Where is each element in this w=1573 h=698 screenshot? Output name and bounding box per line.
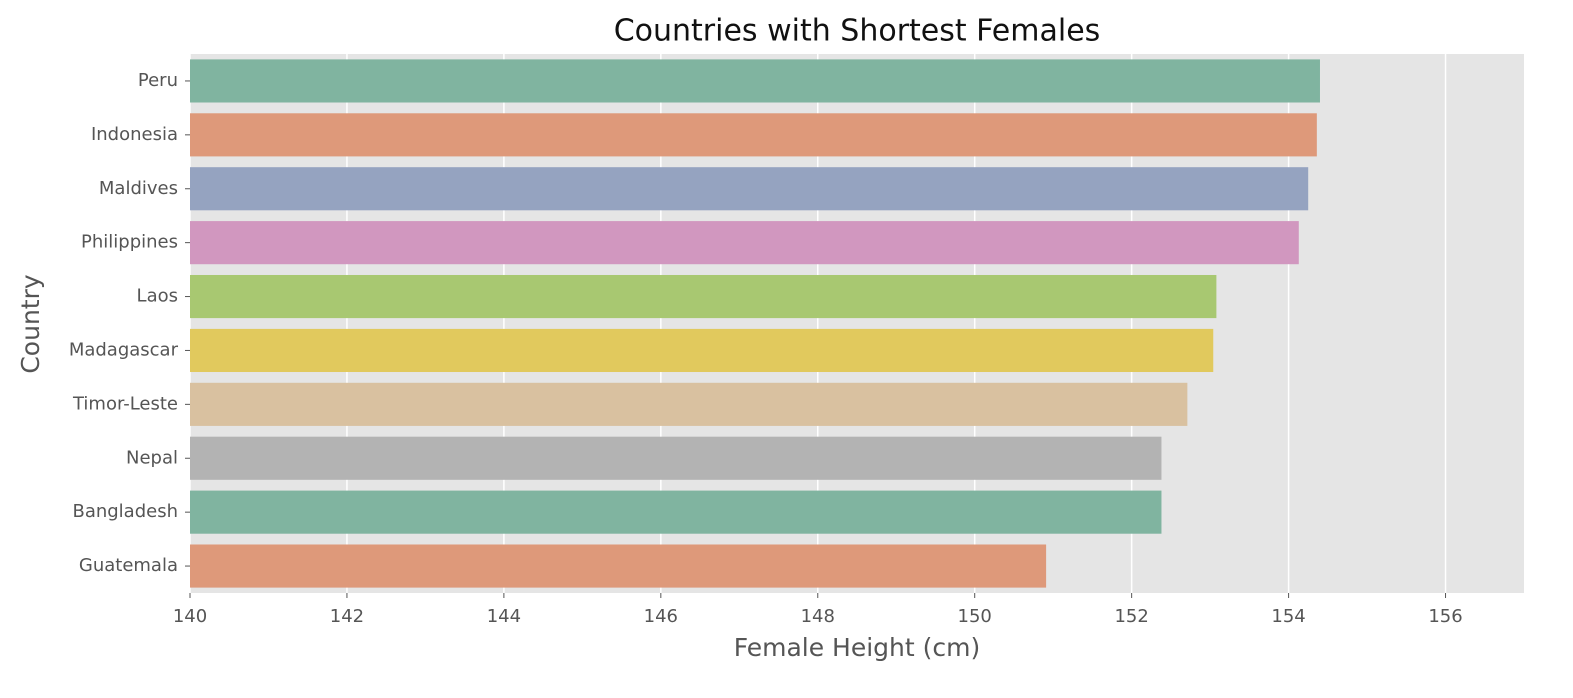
x-tick-label: 140 [173, 606, 207, 627]
y-tick-label: Bangladesh [72, 501, 178, 522]
bar [190, 59, 1320, 103]
x-tick-label: 146 [644, 606, 678, 627]
y-tick-label: Guatemala [79, 555, 178, 576]
x-tick-label: 142 [330, 606, 364, 627]
y-tick-label: Nepal [126, 447, 178, 468]
x-tick-label: 148 [801, 606, 835, 627]
bar [190, 382, 1188, 426]
bar [190, 274, 1217, 319]
y-tick-label: Maldives [99, 178, 178, 199]
x-tick-label: 154 [1271, 606, 1305, 627]
x-tick-label: 144 [487, 606, 521, 627]
bar [190, 544, 1047, 588]
y-tick-label: Madagascar [69, 339, 179, 360]
bar [190, 490, 1162, 534]
x-tick-label: 156 [1428, 606, 1462, 627]
bar [190, 221, 1299, 265]
y-axis-label: Country [16, 274, 45, 374]
x-tick-label: 152 [1114, 606, 1148, 627]
y-tick-label: Laos [137, 286, 178, 307]
bar [190, 328, 1214, 373]
x-tick-label: 150 [958, 606, 992, 627]
bar [190, 167, 1309, 211]
y-tick-label: Philippines [81, 232, 178, 253]
y-tick-label: Indonesia [91, 124, 178, 145]
bar [190, 436, 1162, 480]
y-tick-label: Timor-Leste [72, 393, 178, 414]
chart-title: Countries with Shortest Females [614, 14, 1101, 49]
y-tick-label: Peru [138, 70, 178, 91]
bar [190, 113, 1317, 157]
x-axis-label: Female Height (cm) [734, 633, 981, 662]
